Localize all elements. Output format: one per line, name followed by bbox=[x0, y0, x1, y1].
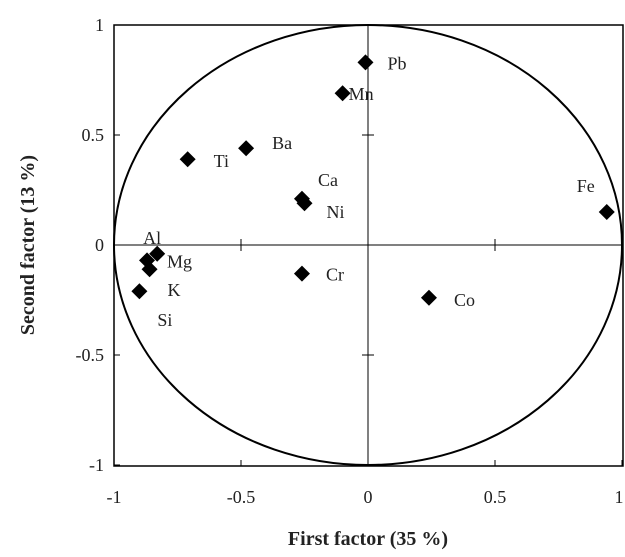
point-label-k: K bbox=[168, 280, 181, 300]
data-point-fe bbox=[598, 204, 615, 220]
point-label-co: Co bbox=[454, 290, 475, 310]
data-point-co bbox=[420, 289, 437, 306]
x-tick-label: -0.5 bbox=[227, 487, 256, 507]
data-point-labels: Pb Mn Ba Ti Ca Ni Fe Al Mg K Si Cr Co bbox=[143, 53, 595, 330]
point-label-ca: Ca bbox=[318, 170, 338, 190]
point-label-ti: Ti bbox=[214, 151, 229, 171]
y-axis-title: Second factor (13 %) bbox=[17, 155, 39, 335]
x-tick-label: 0 bbox=[364, 487, 373, 507]
y-tick-label: -0.5 bbox=[76, 345, 105, 365]
data-point-cr bbox=[293, 265, 310, 282]
y-tick-label: -1 bbox=[89, 455, 104, 475]
point-label-al: Al bbox=[143, 228, 161, 248]
axis-ticks bbox=[113, 24, 623, 466]
data-point-si bbox=[131, 283, 148, 300]
point-label-pb: Pb bbox=[387, 53, 406, 73]
x-tick-label: 0.5 bbox=[484, 487, 507, 507]
data-point-ti bbox=[179, 151, 196, 168]
point-label-ni: Ni bbox=[327, 202, 345, 222]
data-point-al bbox=[149, 245, 166, 262]
y-tick-label: 1 bbox=[95, 15, 104, 35]
data-point-mn bbox=[334, 85, 351, 102]
point-label-mg: Mg bbox=[167, 251, 192, 271]
x-tick-label: -1 bbox=[107, 487, 122, 507]
data-points bbox=[131, 54, 615, 306]
data-point-k bbox=[141, 261, 158, 278]
point-label-mn: Mn bbox=[349, 84, 374, 104]
data-point-ni bbox=[296, 195, 313, 212]
data-point-ba bbox=[238, 140, 255, 157]
x-axis-title: First factor (35 %) bbox=[288, 528, 448, 550]
x-tick-label: 1 bbox=[615, 487, 624, 507]
point-label-ba: Ba bbox=[272, 133, 292, 153]
point-label-fe: Fe bbox=[577, 176, 595, 196]
data-point-pb bbox=[357, 54, 374, 71]
point-label-si: Si bbox=[157, 310, 172, 330]
y-tick-label: 0.5 bbox=[82, 125, 105, 145]
y-tick-label: 0 bbox=[95, 235, 104, 255]
point-label-cr: Cr bbox=[326, 265, 344, 285]
